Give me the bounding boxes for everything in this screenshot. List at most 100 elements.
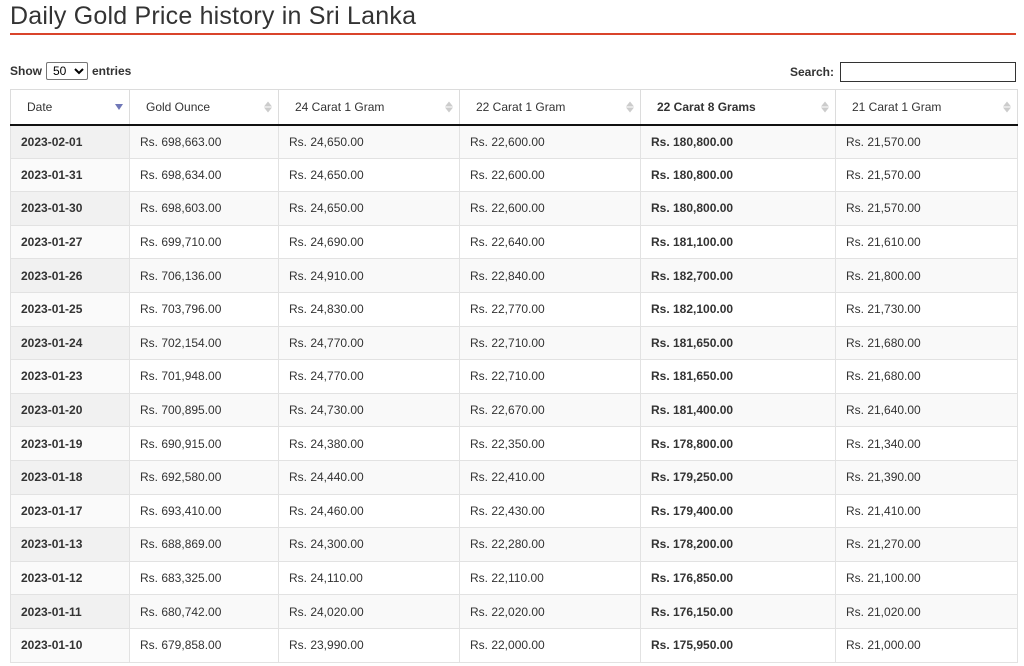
price-cell: Rs. 22,770.00 <box>459 291 641 327</box>
price-cell: Rs. 24,020.00 <box>278 594 460 629</box>
table-row: 2023-01-19 Rs. 690,915.00 Rs. 24,380.00 Rs.… <box>10 426 1018 461</box>
price-cell: Rs. 24,690.00 <box>278 224 460 260</box>
sort-descending-icon <box>115 103 123 110</box>
price-cell: Rs. 22,840.00 <box>459 258 641 293</box>
sort-icon <box>626 101 634 113</box>
price-cell: Rs. 706,136.00 <box>129 258 279 293</box>
price-cell: Rs. 703,796.00 <box>129 291 279 327</box>
price-cell: Rs. 179,250.00 <box>640 459 836 495</box>
price-cell: Rs. 21,680.00 <box>835 325 1018 361</box>
column-header-24-carat-1-gram[interactable]: 24 Carat 1 Gram <box>278 89 460 126</box>
price-cell: Rs. 21,730.00 <box>835 291 1018 327</box>
table-row: 2023-01-12 Rs. 683,325.00 Rs. 24,110.00 Rs.… <box>10 560 1018 596</box>
price-cell: Rs. 22,410.00 <box>459 459 641 495</box>
date-cell: 2023-01-11 <box>10 594 130 629</box>
price-cell: Rs. 181,100.00 <box>640 224 836 260</box>
table-row: 2023-01-25 Rs. 703,796.00 Rs. 24,830.00 Rs.… <box>10 291 1018 327</box>
page-title: Daily Gold Price history in Sri Lanka <box>10 2 417 30</box>
price-cell: Rs. 22,110.00 <box>459 560 641 596</box>
table-row: 2023-02-01 Rs. 698,663.00 Rs. 24,650.00 Rs.… <box>10 124 1018 159</box>
price-cell: Rs. 680,742.00 <box>129 594 279 629</box>
price-cell: Rs. 24,650.00 <box>278 191 460 226</box>
sort-icon <box>1003 101 1011 113</box>
column-header-label: Gold Ounce <box>146 99 211 114</box>
price-cell: Rs. 24,460.00 <box>278 493 460 529</box>
price-cell: Rs. 182,100.00 <box>640 291 836 327</box>
price-cell: Rs. 21,100.00 <box>835 560 1018 596</box>
date-cell: 2023-01-31 <box>10 157 130 193</box>
gold-price-table: Date Gold Ounce 24 Carat 1 Gram 22 Carat… <box>10 89 1018 663</box>
price-cell: Rs. 21,340.00 <box>835 426 1018 461</box>
entries-label: entries <box>92 64 132 78</box>
date-cell: 2023-02-01 <box>10 124 130 159</box>
price-cell: Rs. 21,410.00 <box>835 493 1018 529</box>
price-cell: Rs. 702,154.00 <box>129 325 279 361</box>
date-cell: 2023-01-24 <box>10 325 130 361</box>
price-cell: Rs. 182,700.00 <box>640 258 836 293</box>
table-body: 2023-02-01 Rs. 698,663.00 Rs. 24,650.00 Rs.… <box>10 124 1018 663</box>
date-cell: 2023-01-30 <box>10 191 130 226</box>
page-length-control: Show 50 entries <box>10 62 131 80</box>
price-cell: Rs. 178,200.00 <box>640 527 836 562</box>
sort-icon <box>445 101 453 113</box>
price-cell: Rs. 180,800.00 <box>640 124 836 159</box>
page-length-select[interactable]: 50 <box>46 62 88 80</box>
price-cell: Rs. 700,895.00 <box>129 392 279 428</box>
price-cell: Rs. 180,800.00 <box>640 191 836 226</box>
price-cell: Rs. 22,430.00 <box>459 493 641 529</box>
column-header-22-carat-8-grams[interactable]: 22 Carat 8 Grams <box>640 89 836 126</box>
price-cell: Rs. 698,603.00 <box>129 191 279 226</box>
search-input[interactable] <box>840 62 1016 82</box>
price-cell: Rs. 692,580.00 <box>129 459 279 495</box>
table-row: 2023-01-17 Rs. 693,410.00 Rs. 24,460.00 Rs.… <box>10 493 1018 529</box>
price-cell: Rs. 22,710.00 <box>459 359 641 394</box>
table-row: 2023-01-20 Rs. 700,895.00 Rs. 24,730.00 Rs.… <box>10 392 1018 428</box>
sort-icon <box>821 101 829 113</box>
price-cell: Rs. 22,670.00 <box>459 392 641 428</box>
price-cell: Rs. 22,710.00 <box>459 325 641 361</box>
price-cell: Rs. 21,680.00 <box>835 359 1018 394</box>
price-cell: Rs. 24,650.00 <box>278 124 460 159</box>
column-header-label: 22 Carat 1 Gram <box>476 99 566 114</box>
table-header-row: Date Gold Ounce 24 Carat 1 Gram 22 Carat… <box>10 89 1018 126</box>
price-cell: Rs. 21,000.00 <box>835 627 1018 663</box>
price-cell: Rs. 698,634.00 <box>129 157 279 193</box>
price-cell: Rs. 683,325.00 <box>129 560 279 596</box>
price-cell: Rs. 688,869.00 <box>129 527 279 562</box>
table-row: 2023-01-10 Rs. 679,858.00 Rs. 23,990.00 Rs.… <box>10 627 1018 663</box>
date-cell: 2023-01-20 <box>10 392 130 428</box>
date-cell: 2023-01-12 <box>10 560 130 596</box>
column-header-gold-ounce[interactable]: Gold Ounce <box>129 89 279 126</box>
table-row: 2023-01-26 Rs. 706,136.00 Rs. 24,910.00 Rs.… <box>10 258 1018 293</box>
price-cell: Rs. 24,770.00 <box>278 325 460 361</box>
table-row: 2023-01-18 Rs. 692,580.00 Rs. 24,440.00 Rs.… <box>10 459 1018 495</box>
column-header-date[interactable]: Date <box>10 89 130 126</box>
date-cell: 2023-01-18 <box>10 459 130 495</box>
price-cell: Rs. 22,600.00 <box>459 157 641 193</box>
column-header-22-carat-1-gram[interactable]: 22 Carat 1 Gram <box>459 89 641 126</box>
date-cell: 2023-01-25 <box>10 291 130 327</box>
price-cell: Rs. 701,948.00 <box>129 359 279 394</box>
price-cell: Rs. 21,610.00 <box>835 224 1018 260</box>
column-header-label: Date <box>27 99 53 114</box>
price-cell: Rs. 22,640.00 <box>459 224 641 260</box>
table-row: 2023-01-24 Rs. 702,154.00 Rs. 24,770.00 Rs.… <box>10 325 1018 361</box>
column-header-21-carat-1-gram[interactable]: 21 Carat 1 Gram <box>835 89 1018 126</box>
price-cell: Rs. 180,800.00 <box>640 157 836 193</box>
price-cell: Rs. 21,800.00 <box>835 258 1018 293</box>
price-cell: Rs. 22,600.00 <box>459 124 641 159</box>
price-cell: Rs. 176,150.00 <box>640 594 836 629</box>
price-cell: Rs. 21,570.00 <box>835 191 1018 226</box>
search-control: Search: <box>790 62 1016 82</box>
price-cell: Rs. 21,570.00 <box>835 157 1018 193</box>
price-cell: Rs. 181,400.00 <box>640 392 836 428</box>
price-cell: Rs. 22,020.00 <box>459 594 641 629</box>
table-row: 2023-01-30 Rs. 698,603.00 Rs. 24,650.00 Rs.… <box>10 191 1018 226</box>
price-cell: Rs. 698,663.00 <box>129 124 279 159</box>
price-cell: Rs. 181,650.00 <box>640 325 836 361</box>
price-cell: Rs. 22,600.00 <box>459 191 641 226</box>
table-row: 2023-01-13 Rs. 688,869.00 Rs. 24,300.00 Rs.… <box>10 527 1018 562</box>
price-cell: Rs. 175,950.00 <box>640 627 836 663</box>
date-cell: 2023-01-26 <box>10 258 130 293</box>
table-row: 2023-01-27 Rs. 699,710.00 Rs. 24,690.00 Rs.… <box>10 224 1018 260</box>
